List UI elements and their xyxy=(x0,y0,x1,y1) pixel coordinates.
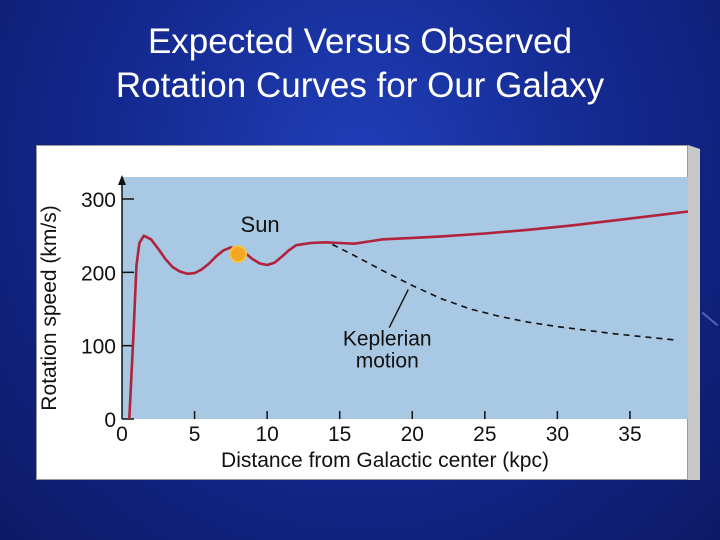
series-observed-rotation-curve xyxy=(128,210,689,420)
x-tick-label: 5 xyxy=(189,423,201,446)
y-axis-title: Rotation speed (km/s) xyxy=(38,205,61,410)
x-axis-ticks: 0 5 10 15 20 25 30 35 xyxy=(116,411,642,446)
decorative-line xyxy=(701,311,719,327)
slide-title: Expected Versus Observed Rotation Curves… xyxy=(0,20,720,108)
y-tick-label: 200 xyxy=(81,262,116,285)
y-tick-label: 300 xyxy=(81,189,116,212)
y-tick-label: 100 xyxy=(81,336,116,359)
sun-marker xyxy=(229,245,248,263)
series-keplerian-motion xyxy=(332,243,674,341)
figure-frame-bevel xyxy=(688,145,700,480)
x-tick-label: 10 xyxy=(255,423,278,446)
x-tick-label: 30 xyxy=(546,423,569,446)
y-axis-arrow xyxy=(118,175,126,185)
sun-label: Sun xyxy=(241,212,280,237)
rotation-curve-figure: 0 100 200 300 0 5 10 15 20 25 30 35 Sun Keplerian … xyxy=(36,145,700,480)
keplerian-annotation-line-1: Keplerian xyxy=(343,328,432,351)
x-tick-label: 20 xyxy=(401,423,424,446)
slide-title-line-1: Expected Versus Observed xyxy=(147,22,573,61)
plot-area xyxy=(122,177,688,419)
x-axis-title: Distance from Galactic center (kpc) xyxy=(221,449,549,472)
x-tick-label: 25 xyxy=(473,423,496,446)
keplerian-annotation-line-2: motion xyxy=(356,350,419,373)
y-axis-ticks: 0 100 200 300 xyxy=(81,189,134,432)
y-tick-label: 0 xyxy=(104,409,116,432)
x-tick-label: 0 xyxy=(116,423,128,446)
slide-title-line-2: Rotation Curves for Our Galaxy xyxy=(115,66,605,105)
x-tick-label: 35 xyxy=(618,423,641,446)
x-tick-label: 15 xyxy=(328,423,351,446)
keplerian-annotation-pointer xyxy=(388,289,409,328)
